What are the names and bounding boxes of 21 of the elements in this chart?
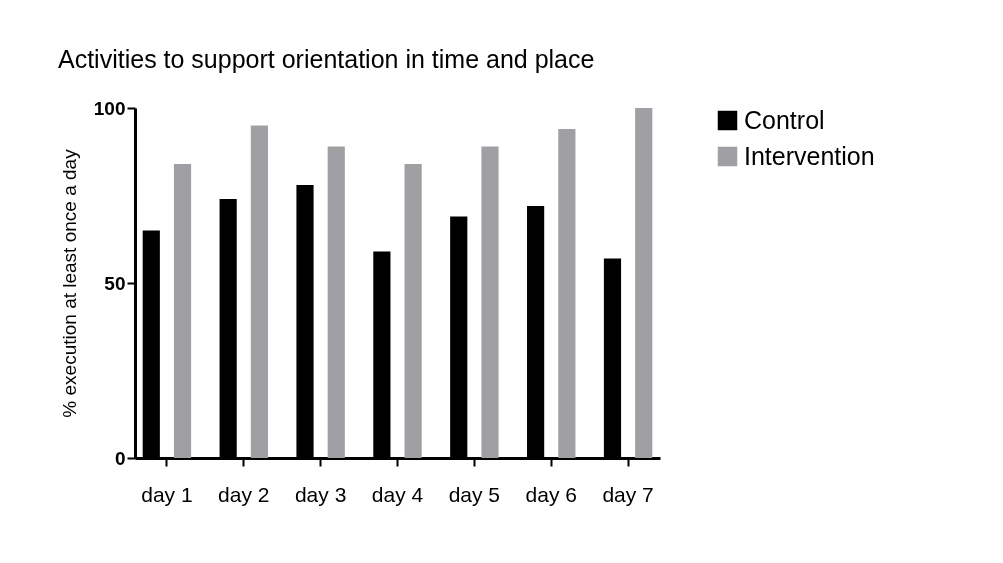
y-tick-label: 0 [114, 447, 126, 469]
x-tick-label: day 4 [371, 482, 424, 506]
bar [327, 146, 345, 458]
x-tick-label: day 3 [294, 482, 347, 506]
y-tick-label: 50 [104, 272, 126, 294]
x-tick-label: day 2 [218, 482, 270, 506]
bar [481, 146, 499, 458]
x-tick-label: day 7 [602, 482, 654, 506]
x-tick-label: day 5 [448, 482, 501, 506]
y-axis-title: % execution at least once a day [58, 148, 80, 418]
x-tick-label: day 1 [141, 482, 193, 506]
bar [558, 129, 576, 458]
chart-title: Activities to support orientation in time and place [58, 45, 595, 73]
y-tick-label: 100 [93, 97, 126, 119]
bar [404, 164, 422, 458]
legend-label: Control [744, 105, 825, 134]
bar [635, 108, 653, 458]
bar [250, 125, 268, 458]
x-tick-label: day 6 [525, 482, 577, 506]
legend-label: Intervention [744, 141, 875, 170]
bar [173, 164, 192, 458]
